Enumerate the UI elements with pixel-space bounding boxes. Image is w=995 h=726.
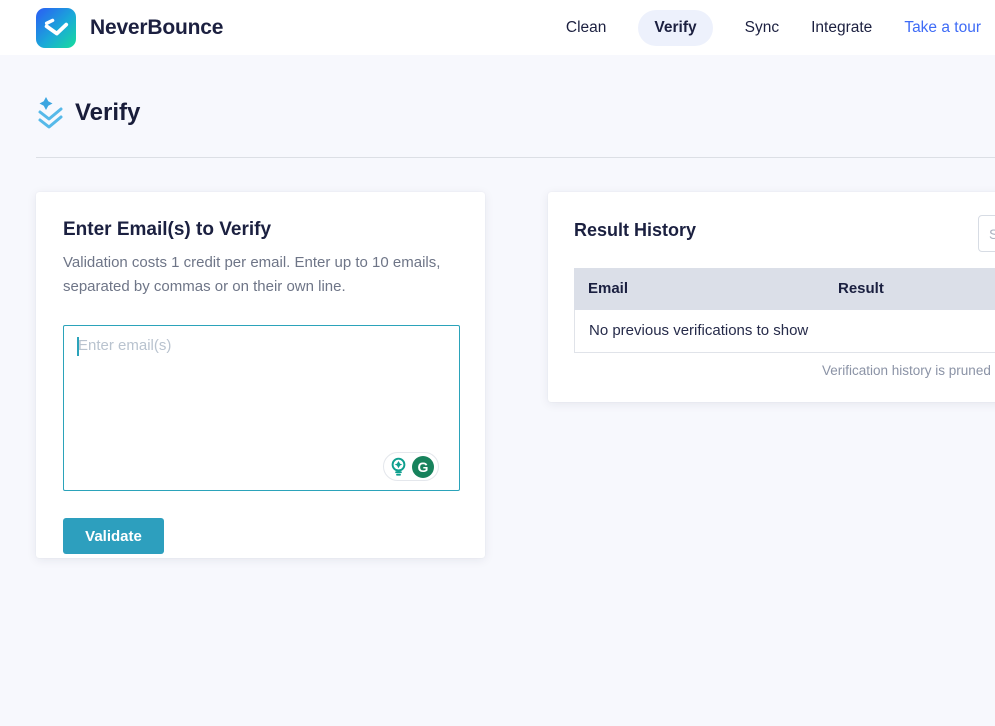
section-divider: [36, 157, 995, 158]
empty-state-message: No previous verifications to show: [589, 322, 809, 339]
nav-item-sync[interactable]: Sync: [744, 18, 780, 36]
result-history-table: Email Result No previous verifications t…: [574, 268, 995, 353]
grammarly-widget[interactable]: G: [383, 452, 439, 481]
column-header-result: Result: [838, 280, 884, 297]
validate-button[interactable]: Validate: [63, 518, 164, 554]
history-pruned-note: Verification history is pruned after: [822, 363, 995, 378]
take-a-tour-link[interactable]: Take a tour: [904, 18, 981, 36]
envelope-check-icon: [44, 18, 69, 35]
brand-logo-link[interactable]: NeverBounce: [36, 7, 224, 48]
brand-name: NeverBounce: [90, 15, 224, 39]
email-textarea-container: G: [63, 325, 460, 491]
verify-card-title: Enter Email(s) to Verify: [63, 219, 272, 240]
neverbounce-logo-icon: [36, 7, 76, 48]
table-header-row: Email Result: [574, 268, 995, 310]
table-row: No previous verifications to show: [574, 310, 995, 353]
result-history-title: Result History: [574, 220, 697, 240]
nav-item-verify[interactable]: Verify: [638, 9, 713, 46]
main-nav: Clean Verify Sync Integrate Take a tour: [565, 9, 983, 46]
page-title: Verify: [75, 99, 141, 126]
nav-item-integrate[interactable]: Integrate: [811, 18, 873, 36]
verify-card-description: Validation costs 1 credit per email. Ent…: [63, 254, 441, 295]
nav-item-clean[interactable]: Clean: [565, 18, 607, 36]
grammarly-g-icon[interactable]: G: [412, 455, 434, 478]
lightbulb-icon[interactable]: [388, 456, 409, 477]
history-search-input[interactable]: [978, 215, 995, 252]
enter-emails-card: Enter Email(s) to Verify Validation cost…: [36, 192, 485, 558]
verify-sparkle-check-icon: [38, 97, 63, 129]
top-navbar: NeverBounce Clean Verify Sync Integrate …: [0, 0, 995, 55]
result-history-card: Result History Email Result No previous …: [548, 192, 995, 402]
column-header-email: Email: [588, 280, 629, 297]
page-header: Verify: [36, 95, 995, 131]
text-caret: [77, 337, 79, 356]
